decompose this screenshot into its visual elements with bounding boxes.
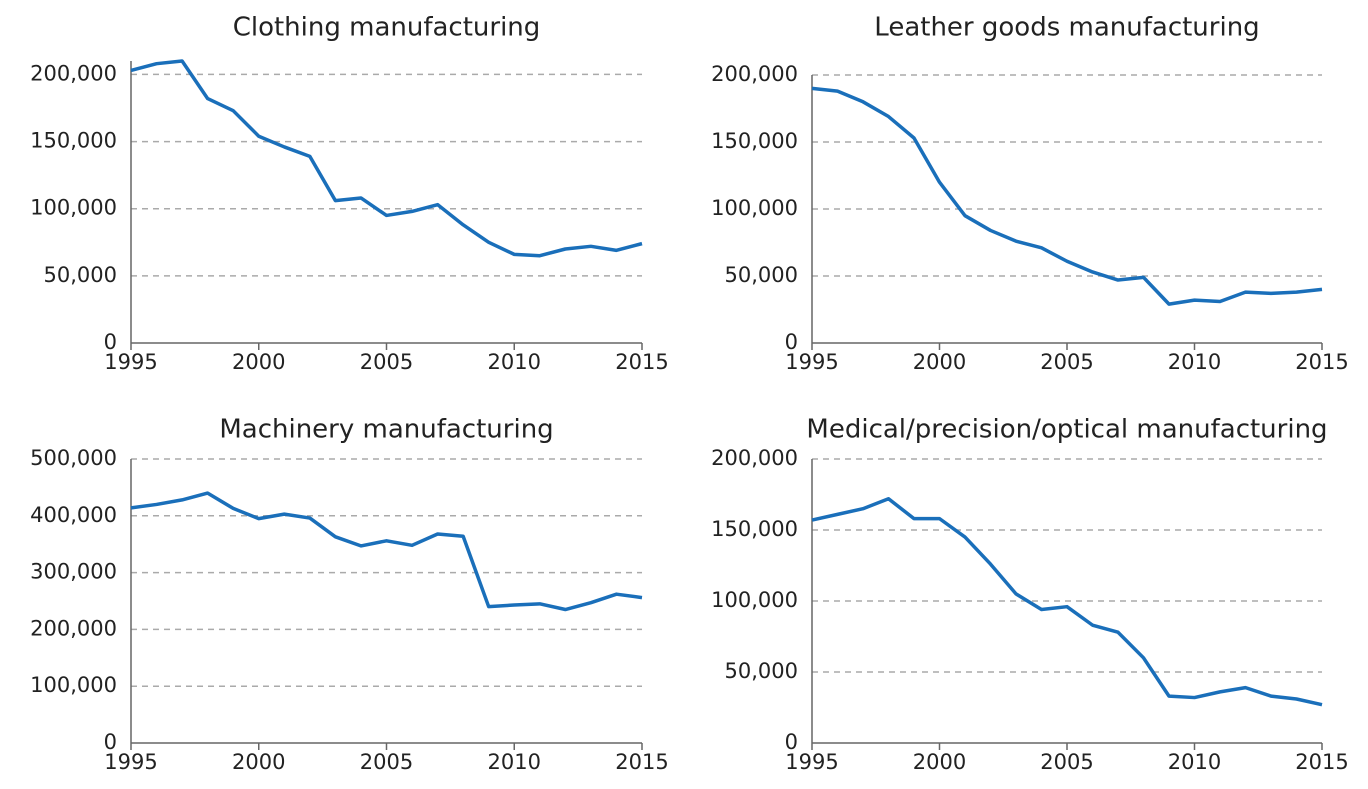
chart-title: Medical/precision/optical manufacturing (806, 415, 1327, 445)
y-tick-label: 400,000 (30, 503, 117, 527)
data-line (130, 59, 643, 258)
x-tick-label: 2005 (360, 750, 413, 774)
x-tick-label: 1995 (785, 750, 838, 774)
y-tick-label: 500,000 (30, 446, 117, 470)
chart-title: Machinery manufacturing (219, 415, 553, 445)
x-tick-label: 2015 (1295, 350, 1348, 374)
x-tick-label: 1995 (104, 350, 157, 374)
data-line (811, 497, 1323, 707)
x-tick-label: 2005 (1040, 750, 1093, 774)
x-tick-label: 1995 (785, 350, 838, 374)
y-tick-label: 150,000 (711, 129, 798, 153)
y-tick-label: 100,000 (711, 196, 798, 220)
y-tick-label: 100,000 (30, 196, 117, 220)
y-tick-label: 50,000 (725, 263, 798, 287)
chart-title: Clothing manufacturing (233, 13, 541, 43)
y-tick-label: 200,000 (30, 616, 117, 640)
x-tick-label: 2000 (232, 750, 285, 774)
y-tick-label: 0 (104, 730, 117, 754)
x-tick-label: 2015 (615, 750, 668, 774)
x-tick-label: 2015 (1295, 750, 1348, 774)
x-tick-label: 2010 (1168, 750, 1221, 774)
x-tick-label: 2010 (488, 750, 541, 774)
chart-title: Leather goods manufacturing (874, 13, 1259, 43)
y-tick-label: 0 (785, 330, 798, 354)
y-tick-label: 200,000 (30, 61, 117, 85)
data-line (130, 491, 643, 612)
y-tick-label: 0 (785, 730, 798, 754)
x-tick-label: 2010 (488, 350, 541, 374)
data-line (811, 86, 1323, 306)
x-tick-label: 2000 (913, 350, 966, 374)
x-tick-label: 2015 (615, 350, 668, 374)
y-tick-label: 50,000 (44, 263, 117, 287)
y-tick-label: 200,000 (711, 62, 798, 86)
y-tick-label: 100,000 (711, 588, 798, 612)
x-tick-label: 2010 (1168, 350, 1221, 374)
y-tick-label: 100,000 (30, 673, 117, 697)
y-tick-label: 50,000 (725, 659, 798, 683)
y-tick-label: 150,000 (30, 129, 117, 153)
x-tick-label: 2005 (1040, 350, 1093, 374)
x-tick-label: 2000 (913, 750, 966, 774)
y-tick-label: 300,000 (30, 560, 117, 584)
x-tick-label: 2005 (360, 350, 413, 374)
y-tick-label: 200,000 (711, 446, 798, 470)
y-tick-label: 150,000 (711, 517, 798, 541)
x-tick-label: 2000 (232, 350, 285, 374)
y-tick-label: 0 (104, 330, 117, 354)
x-tick-label: 1995 (104, 750, 157, 774)
